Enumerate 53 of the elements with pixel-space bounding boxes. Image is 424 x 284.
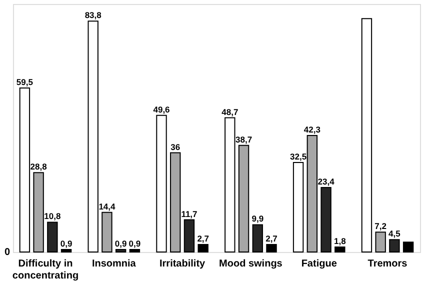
bar [266, 244, 277, 252]
data-label: 42,3 [304, 124, 321, 134]
data-label: 0,9 [128, 238, 141, 249]
bar [252, 224, 263, 252]
data-label: 0,9 [114, 238, 128, 249]
data-label: 2,7 [197, 234, 210, 244]
bar [88, 20, 98, 252]
data-label: 36 [170, 142, 180, 152]
bar [198, 244, 208, 252]
data-label: 59,5 [16, 77, 34, 88]
bar [60, 249, 72, 252]
bar [361, 18, 372, 252]
bar [170, 152, 181, 252]
bar [402, 242, 414, 252]
data-label: 32,5 [290, 151, 307, 162]
data-label: 4,5 [388, 228, 401, 239]
bar [47, 222, 58, 252]
bar [224, 117, 236, 252]
data-label: 48,7 [222, 106, 238, 117]
data-label: 2,7 [266, 234, 278, 244]
bar [375, 232, 386, 252]
data-label: 83,8 [84, 10, 102, 20]
x-tick-label: Irritability [160, 258, 206, 270]
bar [334, 246, 346, 252]
bar [102, 212, 112, 252]
bar [306, 134, 318, 252]
text: 0 [4, 247, 10, 258]
data-label: 23,4 [318, 176, 335, 187]
x-tick-label: Fatigue [301, 258, 338, 270]
data-label: 11,7 [181, 208, 198, 219]
bar [129, 249, 140, 252]
data-label: 38,7 [235, 134, 252, 144]
data-label: 28,8 [30, 162, 48, 172]
x-tick-label: Difficulty in concentrating [12, 258, 79, 282]
x-tick-label: Mood swings [219, 258, 283, 270]
data-label: 7,2 [374, 221, 387, 232]
data-label: 9,9 [252, 214, 264, 224]
x-tick-label: Tremors [368, 258, 408, 270]
bar [19, 88, 30, 252]
data-label: 14,4 [98, 201, 116, 212]
data-label: 10,8 [44, 211, 61, 222]
data-label: 1,8 [334, 236, 346, 246]
bar [389, 239, 400, 252]
bar [156, 114, 167, 252]
bar [33, 172, 44, 252]
data-label: 49,6 [153, 104, 170, 114]
bar [115, 249, 126, 252]
x-tick-label: Insomnia [92, 258, 136, 270]
bar [238, 144, 250, 252]
bar [292, 162, 304, 252]
data-label: 0,9 [60, 238, 72, 249]
bar [184, 219, 195, 252]
bar [320, 187, 332, 252]
